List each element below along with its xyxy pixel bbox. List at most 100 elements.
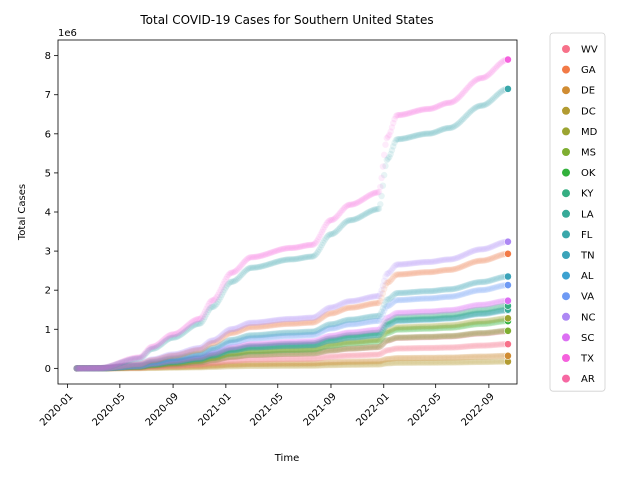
data-point	[160, 362, 167, 370]
data-point	[294, 355, 301, 363]
data-point	[229, 353, 236, 361]
data-point	[426, 344, 433, 352]
data-point	[270, 356, 278, 363]
data-point	[365, 351, 372, 359]
data-point	[461, 343, 468, 350]
data-point	[108, 364, 115, 372]
data-point	[374, 351, 381, 358]
data-point	[480, 342, 488, 349]
data-point	[194, 359, 201, 366]
data-point	[252, 362, 259, 370]
data-point	[447, 359, 454, 366]
data-point	[236, 352, 244, 360]
data-point	[427, 359, 435, 366]
data-point	[231, 353, 239, 360]
data-point	[323, 361, 331, 369]
data-point	[356, 361, 363, 368]
data-point	[209, 362, 217, 369]
data-point	[404, 345, 411, 352]
data-point	[312, 355, 319, 362]
data-point	[107, 365, 114, 372]
data-point	[268, 360, 275, 367]
data-point	[135, 363, 143, 371]
data-point	[365, 358, 372, 365]
data-point	[175, 363, 183, 371]
data-point	[226, 363, 233, 370]
data-point	[273, 355, 280, 363]
data-point	[345, 361, 353, 368]
data-point	[247, 351, 254, 359]
data-point	[208, 359, 215, 367]
data-point	[144, 364, 152, 372]
data-point	[283, 360, 291, 367]
data-point	[251, 356, 258, 363]
data-point	[125, 364, 132, 372]
data-point	[118, 364, 126, 371]
data-point	[339, 361, 346, 369]
data-point	[304, 350, 311, 357]
data-point	[414, 354, 422, 362]
data-point	[231, 357, 239, 364]
data-point	[453, 344, 461, 351]
data-point	[185, 359, 192, 367]
data-point	[131, 364, 139, 372]
data-point	[220, 361, 227, 369]
data-point	[210, 359, 218, 367]
data-point	[410, 359, 418, 366]
data-point	[318, 359, 326, 367]
data-point	[181, 360, 188, 367]
data-point	[291, 350, 298, 358]
series-de	[73, 351, 512, 372]
data-point	[377, 361, 384, 368]
data-point	[383, 360, 390, 367]
data-point	[101, 365, 109, 372]
data-point	[490, 341, 497, 349]
data-point	[262, 356, 270, 363]
data-point	[284, 360, 292, 367]
data-point	[331, 361, 339, 369]
data-point	[487, 353, 494, 360]
data-point	[448, 359, 455, 366]
data-point	[413, 354, 420, 362]
data-point	[255, 356, 262, 363]
data-point	[268, 356, 275, 363]
data-point	[357, 361, 365, 368]
data-point	[399, 359, 406, 366]
data-point	[413, 359, 420, 366]
data-point	[296, 355, 304, 363]
data-point	[247, 360, 254, 368]
data-point	[390, 355, 397, 362]
data-point	[266, 356, 274, 363]
data-point	[153, 364, 161, 371]
data-point	[226, 353, 233, 361]
data-point	[248, 356, 256, 363]
data-point	[477, 353, 484, 360]
data-point	[92, 365, 100, 372]
data-point	[94, 365, 101, 372]
data-point	[222, 354, 230, 361]
data-point	[129, 364, 136, 372]
data-point	[214, 363, 222, 370]
data-point	[122, 364, 130, 372]
data-point	[330, 353, 337, 360]
data-point	[418, 344, 426, 352]
data-point	[239, 356, 246, 364]
data-point	[399, 345, 406, 352]
data-point	[440, 354, 448, 361]
data-point	[479, 342, 487, 349]
data-point	[294, 350, 301, 358]
data-point	[378, 357, 385, 364]
data-point	[486, 353, 493, 360]
data-point	[136, 364, 144, 372]
data-point	[473, 353, 480, 360]
data-point	[493, 358, 501, 365]
series-dc	[73, 357, 512, 372]
data-point	[257, 356, 265, 363]
data-point	[131, 364, 139, 372]
data-point	[282, 350, 289, 358]
data-point	[291, 362, 298, 369]
data-point	[114, 364, 122, 372]
data-point	[286, 362, 293, 369]
data-point	[294, 362, 301, 369]
series-ar	[73, 327, 512, 372]
